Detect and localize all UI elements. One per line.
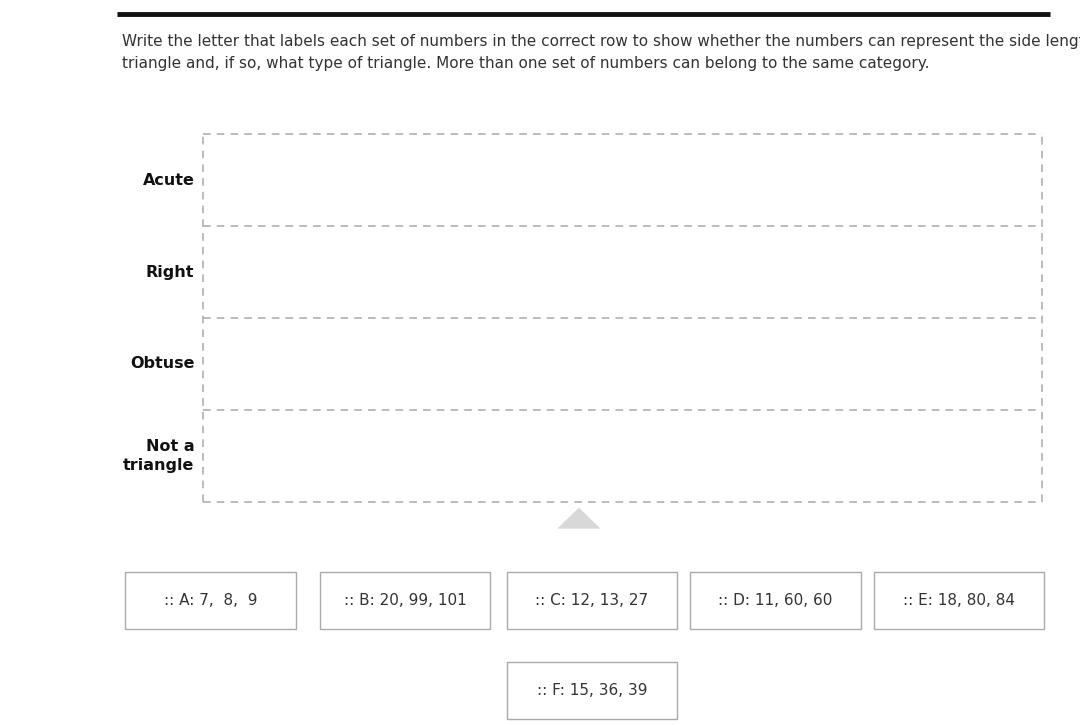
Text: :: F: 15, 36, 39: :: F: 15, 36, 39	[537, 683, 647, 697]
FancyBboxPatch shape	[507, 572, 677, 629]
Text: :: E: 18, 80, 84: :: E: 18, 80, 84	[903, 593, 1015, 608]
Text: :: B: 20, 99, 101: :: B: 20, 99, 101	[343, 593, 467, 608]
Text: Obtuse: Obtuse	[130, 357, 194, 371]
FancyBboxPatch shape	[874, 572, 1044, 629]
FancyBboxPatch shape	[320, 572, 490, 629]
FancyBboxPatch shape	[507, 662, 677, 718]
Text: Not a
triangle: Not a triangle	[123, 439, 194, 473]
Text: :: C: 12, 13, 27: :: C: 12, 13, 27	[536, 593, 648, 608]
Text: :: A: 7,  8,  9: :: A: 7, 8, 9	[164, 593, 257, 608]
Text: Acute: Acute	[143, 173, 194, 188]
Text: Write the letter that labels each set of numbers in the correct row to show whet: Write the letter that labels each set of…	[122, 34, 1080, 71]
FancyBboxPatch shape	[690, 572, 861, 629]
Text: :: D: 11, 60, 60: :: D: 11, 60, 60	[718, 593, 833, 608]
FancyBboxPatch shape	[125, 572, 296, 629]
Polygon shape	[557, 507, 600, 529]
Text: Right: Right	[146, 265, 194, 280]
